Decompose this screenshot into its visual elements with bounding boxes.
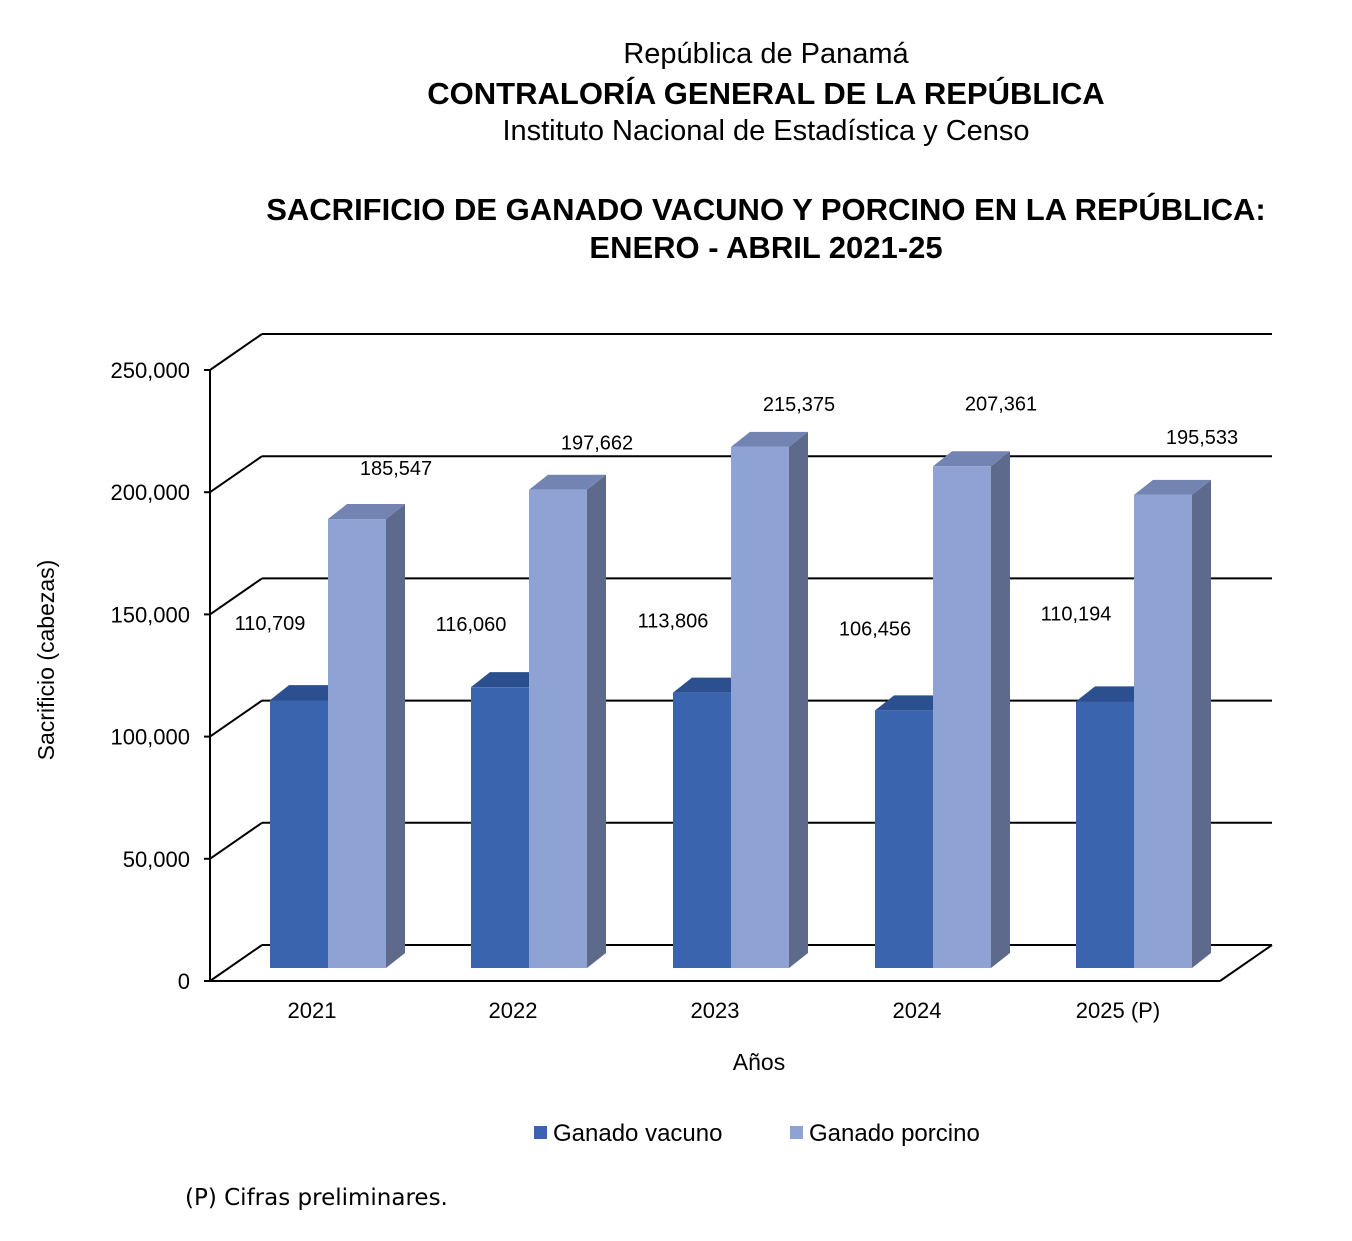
x-tick-label: 2024 (893, 998, 942, 1023)
y-tick-label: 100,000 (110, 725, 190, 750)
data-label: 195,533 (1166, 427, 1238, 449)
bar-side (991, 451, 1010, 969)
data-label: 113,806 (638, 611, 709, 633)
bar-top (270, 685, 347, 701)
bar-top (673, 677, 750, 693)
data-label: 185,547 (360, 458, 432, 480)
legend-label: Ganado porcino (809, 1120, 980, 1147)
data-label: 110,194 (1041, 603, 1112, 625)
bar-top (529, 474, 606, 490)
bar-top (1076, 686, 1153, 702)
bar-vacuno (875, 710, 933, 968)
legend-label: Ganado vacuno (553, 1120, 722, 1147)
data-label: 116,060 (436, 614, 507, 636)
x-tick-label: 2023 (691, 998, 740, 1023)
data-label: 110,709 (235, 613, 306, 635)
x-tick-label: 2022 (489, 998, 538, 1023)
bar-top (1134, 479, 1211, 495)
bar-porcino (731, 446, 789, 968)
bar-top (328, 504, 405, 520)
y-tick-label: 150,000 (110, 602, 190, 627)
bar-porcino (933, 466, 991, 968)
bar-porcino (328, 519, 386, 968)
header-institute: Instituto Nacional de Estadística y Cens… (502, 115, 1030, 147)
bar-side (789, 431, 808, 968)
header-country: República de Panamá (623, 38, 909, 70)
bar-vacuno (1076, 701, 1134, 968)
header-institution: CONTRALORÍA GENERAL DE LA REPÚBLICA (427, 76, 1105, 111)
x-tick-label: 2021 (288, 998, 337, 1023)
wall-gridline (209, 455, 263, 494)
bar-porcino (1134, 494, 1192, 968)
floor-edge (1219, 944, 1273, 982)
data-label: 197,662 (561, 433, 633, 455)
wall-gridline (209, 333, 263, 371)
y-axis-title: Sacrificio (cabezas) (33, 560, 59, 761)
data-label: 106,456 (839, 618, 911, 640)
wall-gridline (209, 821, 263, 860)
bar-side (587, 474, 606, 968)
bar-vacuno (270, 700, 328, 968)
bar-side (1192, 479, 1211, 968)
bar-side (386, 504, 405, 968)
y-tick-label: 0 (178, 969, 190, 994)
y-tick-label: 50,000 (123, 847, 190, 872)
wall-gridline (209, 944, 263, 982)
y-tick-label: 200,000 (110, 480, 190, 505)
x-axis-title: Años (733, 1049, 785, 1075)
bar-top (933, 451, 1010, 467)
wall-gridline (209, 577, 263, 616)
bar-vacuno (673, 692, 731, 968)
bar-vacuno (471, 687, 529, 968)
bar-porcino (529, 489, 587, 968)
x-tick-label: 2025 (P) (1076, 998, 1160, 1023)
data-label: 207,361 (965, 393, 1037, 415)
chart-subtitle: ENERO - ABRIL 2021-25 (589, 230, 943, 265)
legend-swatch (790, 1126, 803, 1139)
bar-top (471, 672, 548, 688)
bar-top (875, 695, 952, 711)
footnote: (P) Cifras preliminares. (185, 1185, 448, 1211)
bar-top (731, 431, 808, 447)
wall-gridline (209, 699, 263, 738)
chart-title: SACRIFICIO DE GANADO VACUNO Y PORCINO EN… (266, 192, 1266, 227)
data-label: 215,375 (763, 394, 835, 416)
y-tick-label: 250,000 (110, 358, 190, 383)
legend-swatch (534, 1126, 547, 1139)
